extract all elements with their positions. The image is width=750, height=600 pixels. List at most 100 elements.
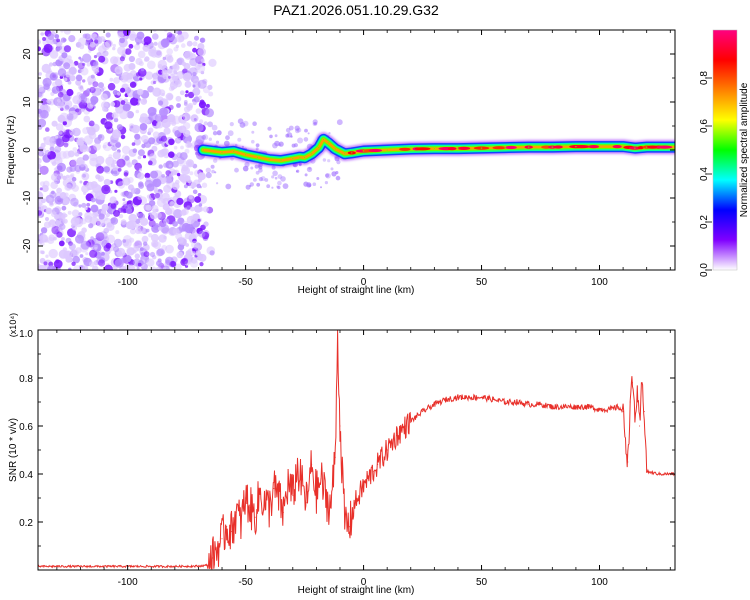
noise-speckle — [166, 48, 173, 55]
noise-speckle — [168, 86, 174, 92]
noise-speckle — [108, 154, 113, 159]
x-tick-label: 100 — [591, 277, 608, 288]
noise-speckle — [57, 98, 61, 103]
noise-speckle — [198, 230, 206, 238]
noise-speckle — [84, 215, 93, 223]
ridge-point — [344, 153, 346, 155]
snr-point — [382, 456, 383, 458]
noise-speckle — [119, 110, 129, 120]
noise-speckle — [274, 176, 278, 180]
noise-speckle — [205, 108, 214, 118]
noise-speckle — [134, 133, 141, 140]
noise-speckle — [111, 111, 119, 119]
noise-speckle — [325, 173, 331, 179]
noise-speckle — [114, 258, 124, 268]
noise-speckle — [122, 103, 131, 112]
noise-speckle — [122, 190, 129, 198]
noise-speckle — [184, 80, 192, 88]
noise-speckle — [60, 37, 67, 43]
snr-point — [599, 408, 600, 410]
noise-speckle — [162, 267, 167, 270]
noise-speckle — [65, 183, 72, 191]
noise-speckle — [183, 102, 188, 106]
noise-speckle — [211, 169, 215, 174]
noise-speckle — [131, 142, 136, 146]
ridge-peak — [505, 145, 517, 150]
noise-speckle — [94, 246, 98, 250]
noise-speckle — [135, 212, 140, 217]
noise-speckle — [102, 144, 107, 149]
noise-speckle — [166, 55, 174, 63]
noise-speckle — [192, 41, 198, 47]
snr-point — [325, 497, 327, 499]
noise-speckle — [59, 223, 66, 230]
noise-speckle — [112, 100, 121, 108]
snr-point — [643, 411, 645, 413]
noise-speckle — [178, 125, 187, 134]
noise-speckle — [49, 142, 55, 148]
noise-speckle — [119, 56, 125, 62]
noise-speckle — [197, 218, 201, 222]
noise-speckle — [70, 131, 74, 136]
noise-speckle — [41, 98, 49, 106]
snr-point — [240, 521, 242, 523]
noise-speckle — [71, 249, 79, 258]
noise-speckle — [117, 168, 122, 172]
ridge-point — [575, 146, 577, 148]
snr-point — [231, 531, 232, 533]
noise-speckle — [167, 94, 174, 100]
noise-speckle — [124, 48, 132, 55]
noise-speckle — [205, 167, 211, 173]
noise-speckle — [103, 178, 111, 186]
spectrogram-ridge — [196, 132, 675, 168]
noise-speckle — [134, 239, 143, 248]
noise-speckle — [141, 143, 146, 149]
noise-speckle — [134, 253, 140, 259]
noise-speckle — [126, 247, 135, 256]
noise-speckle — [61, 237, 65, 241]
noise-speckle — [54, 135, 59, 139]
noise-speckle — [165, 244, 174, 254]
noise-speckle — [174, 79, 182, 88]
noise-speckle — [182, 112, 190, 121]
noise-speckle — [68, 241, 73, 247]
colorbar-tick-label: 0.6 — [699, 119, 710, 133]
snr-point — [221, 538, 223, 540]
snr-point — [391, 442, 393, 444]
snr-point — [504, 401, 506, 403]
noise-speckle — [182, 178, 188, 184]
snr-point — [386, 449, 388, 451]
noise-speckle — [139, 123, 148, 131]
noise-speckle — [147, 85, 155, 93]
snr-point — [405, 425, 407, 427]
noise-speckle — [100, 251, 105, 256]
noise-speckle — [92, 265, 99, 270]
noise-speckle — [39, 234, 48, 243]
noise-speckle — [40, 241, 45, 247]
noise-speckle — [98, 55, 106, 63]
noise-speckle — [89, 249, 98, 258]
ridge-point — [322, 138, 325, 140]
noise-speckle — [207, 84, 213, 90]
noise-speckle — [45, 194, 55, 204]
noise-speckle — [137, 88, 144, 96]
noise-speckle — [179, 90, 185, 96]
noise-speckle — [43, 261, 48, 266]
noise-speckle — [271, 175, 275, 179]
noise-speckle — [38, 191, 44, 201]
noise-speckle — [295, 170, 298, 173]
noise-speckle — [160, 224, 170, 234]
noise-speckle — [163, 184, 172, 193]
noise-speckle — [112, 89, 118, 95]
snr-series — [38, 330, 675, 570]
noise-speckle — [49, 146, 55, 152]
noise-speckle — [155, 266, 163, 270]
snr-point — [646, 471, 648, 473]
snr-point — [629, 401, 631, 403]
noise-speckle — [113, 246, 120, 253]
noise-speckle — [67, 80, 72, 85]
noise-speckle — [58, 151, 67, 160]
noise-speckle — [72, 255, 81, 264]
noise-speckle — [169, 201, 175, 207]
noise-speckle — [214, 171, 217, 174]
